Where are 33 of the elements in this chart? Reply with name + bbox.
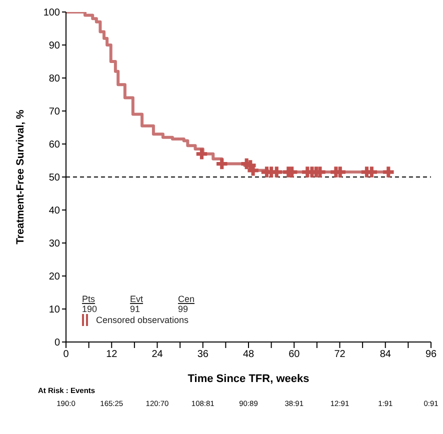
x-tick-label: 72	[334, 349, 346, 360]
y-tick-label: 40	[48, 206, 60, 217]
x-axis-title: Time Since TFR, weeks	[188, 373, 310, 385]
annotation: 91	[130, 304, 142, 314]
point	[196, 148, 208, 160]
y-tick-label: 50	[48, 172, 60, 184]
annotation: Cen	[178, 294, 196, 304]
x-tick-label: 96	[425, 349, 437, 360]
annotation: Pts	[82, 294, 96, 304]
y-tick-label: 100	[43, 8, 60, 19]
y-tick-label: 30	[48, 238, 60, 250]
point	[286, 166, 298, 178]
y-tick-label: 90	[48, 40, 60, 52]
x-tick-label: 24	[152, 349, 164, 360]
x-tick-label: 0	[63, 349, 70, 360]
y-tick-label: 0	[54, 338, 60, 349]
y-tick-label: 10	[48, 304, 60, 316]
y-tick-label: 20	[48, 272, 60, 283]
x-tick-label: 48	[242, 349, 254, 360]
annotation: Evt	[130, 294, 144, 304]
x-tick-label: 84	[380, 349, 392, 360]
y-tick-label: 60	[48, 140, 60, 151]
y-axis-title: Treatment-Free Survival, %	[14, 108, 27, 244]
annotation: 99	[178, 304, 190, 314]
annotation: 190	[82, 304, 98, 314]
point	[383, 166, 394, 178]
y-tick-label: 80	[48, 74, 60, 85]
legend-label: Censored observations	[96, 315, 189, 325]
x-tick-label: 60	[288, 349, 300, 360]
point	[216, 158, 228, 170]
x-tick-label: 12	[106, 349, 118, 360]
x-tick-label: 36	[197, 349, 209, 360]
y-tick-label: 70	[48, 106, 60, 118]
